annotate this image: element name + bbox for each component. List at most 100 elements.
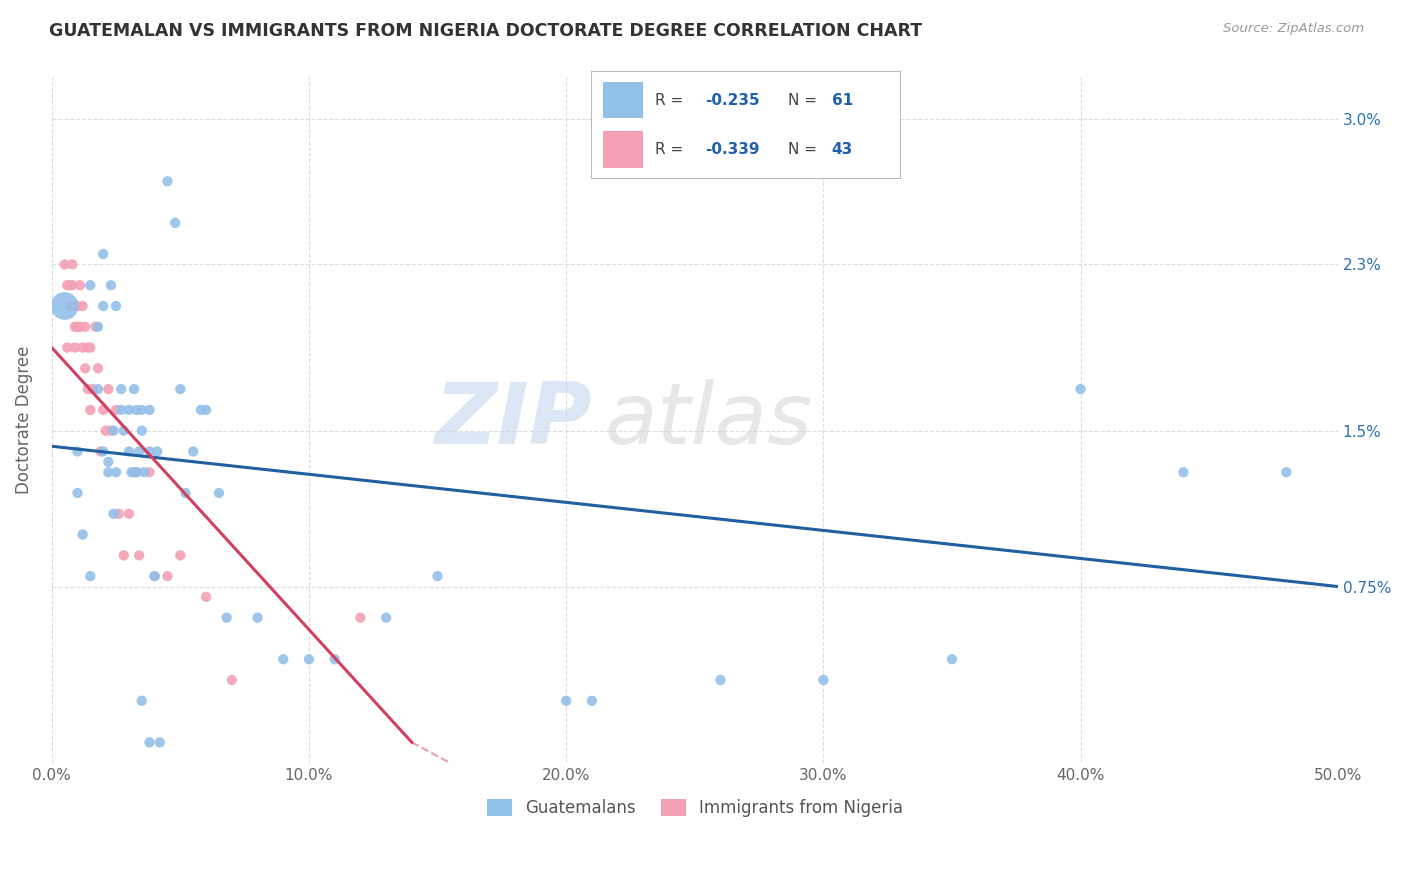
Point	[128, 549, 150, 563]
Point	[72, 341, 94, 355]
Point	[76, 341, 98, 355]
Point	[941, 652, 963, 666]
Point	[56, 341, 79, 355]
Point	[87, 361, 110, 376]
Point	[112, 549, 135, 563]
Point	[138, 465, 160, 479]
Bar	[603, 131, 643, 168]
Point	[79, 569, 101, 583]
Point	[156, 569, 179, 583]
Point	[131, 424, 153, 438]
Point	[59, 278, 82, 293]
Text: -0.235: -0.235	[704, 93, 759, 108]
Point	[87, 382, 110, 396]
Point	[63, 299, 86, 313]
Point	[53, 299, 76, 313]
Point	[221, 673, 243, 687]
Point	[122, 465, 145, 479]
Point	[82, 382, 104, 396]
Point	[1070, 382, 1092, 396]
Point	[90, 444, 112, 458]
Point	[555, 694, 578, 708]
Point	[125, 465, 148, 479]
Point	[105, 299, 128, 313]
Point	[131, 403, 153, 417]
Point	[169, 549, 191, 563]
Point	[72, 527, 94, 541]
Legend: Guatemalans, Immigrants from Nigeria: Guatemalans, Immigrants from Nigeria	[479, 792, 910, 823]
Point	[138, 403, 160, 417]
Point	[66, 486, 89, 500]
Point	[59, 299, 82, 313]
Point	[66, 444, 89, 458]
Text: R =: R =	[655, 142, 689, 157]
Point	[134, 465, 156, 479]
Point	[813, 673, 835, 687]
Point	[190, 403, 212, 417]
Point	[1173, 465, 1195, 479]
Point	[118, 403, 141, 417]
Point	[105, 403, 128, 417]
Point	[143, 569, 166, 583]
Point	[581, 694, 603, 708]
Point	[100, 424, 122, 438]
Point	[195, 403, 218, 417]
Point	[118, 507, 141, 521]
Point	[138, 735, 160, 749]
Point	[323, 652, 346, 666]
Point	[246, 610, 269, 624]
Bar	[603, 82, 643, 119]
Point	[426, 569, 449, 583]
Point	[56, 278, 79, 293]
Point	[125, 465, 148, 479]
Point	[60, 257, 83, 271]
Text: 61: 61	[832, 93, 853, 108]
Text: -0.339: -0.339	[704, 142, 759, 157]
Text: ZIP: ZIP	[434, 379, 592, 462]
Point	[165, 216, 187, 230]
Point	[118, 444, 141, 458]
Point	[69, 319, 91, 334]
Point	[79, 403, 101, 417]
Point	[91, 403, 114, 417]
Point	[72, 299, 94, 313]
Point	[121, 465, 143, 479]
Point	[215, 610, 238, 624]
Point	[97, 455, 120, 469]
Point	[174, 486, 197, 500]
Point	[149, 735, 172, 749]
Point	[375, 610, 398, 624]
Point	[128, 444, 150, 458]
Point	[112, 424, 135, 438]
Point	[125, 403, 148, 417]
Point	[100, 278, 122, 293]
Point	[69, 278, 91, 293]
Point	[110, 382, 132, 396]
Point	[709, 673, 731, 687]
Text: N =: N =	[789, 142, 823, 157]
Point	[169, 382, 191, 396]
Point	[79, 278, 101, 293]
Text: 43: 43	[832, 142, 853, 157]
Text: Source: ZipAtlas.com: Source: ZipAtlas.com	[1223, 22, 1364, 36]
Point	[91, 299, 114, 313]
Text: R =: R =	[655, 93, 689, 108]
Point	[76, 382, 98, 396]
Point	[156, 174, 179, 188]
Text: N =: N =	[789, 93, 823, 108]
Point	[91, 444, 114, 458]
Point	[94, 424, 117, 438]
Point	[63, 341, 86, 355]
Point	[105, 465, 128, 479]
Point	[103, 424, 125, 438]
Point	[66, 299, 89, 313]
Point	[181, 444, 204, 458]
Point	[75, 319, 97, 334]
Point	[91, 247, 114, 261]
Point	[79, 341, 101, 355]
Y-axis label: Doctorate Degree: Doctorate Degree	[15, 346, 32, 494]
Point	[131, 694, 153, 708]
Point	[138, 444, 160, 458]
Point	[103, 507, 125, 521]
Point	[195, 590, 218, 604]
